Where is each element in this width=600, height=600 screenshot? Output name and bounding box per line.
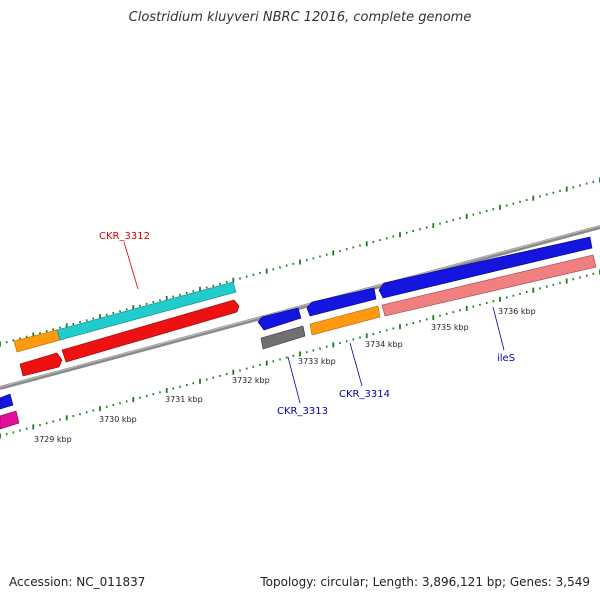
genome-backbone-highlight: [0, 225, 600, 388]
gene-feature-ckr-3313-blue[interactable]: [257, 307, 302, 331]
tick-label-3730: 3730 kbp: [99, 415, 137, 424]
gene-feature-blue-edge[interactable]: [0, 393, 14, 410]
gene-feature-ckr-3314[interactable]: [309, 305, 381, 336]
genome-backbone: [0, 225, 600, 390]
gene-label-ileS: ileS: [497, 353, 515, 364]
tick-label-3733: 3733 kbp: [298, 357, 336, 366]
leader-ileS: [492, 306, 505, 351]
gene-label-ckr-3314: CKR_3314: [339, 389, 390, 400]
genome-summary: Topology: circular; Length: 3,896,121 bp…: [260, 575, 590, 589]
inner-tick-ring: [0, 269, 600, 439]
tick-label-3731: 3731 kbp: [165, 395, 203, 404]
gene-feature-ckr-3312[interactable]: [56, 281, 237, 341]
gene-label-ckr-3313: CKR_3313: [277, 406, 328, 417]
outer-tick-ring: [0, 177, 600, 347]
tick-label-3729: 3729 kbp: [34, 435, 72, 444]
gene-feature-magenta-edge[interactable]: [0, 410, 20, 430]
gene-feature-blue-mid[interactable]: [306, 287, 377, 317]
tick-label-3735: 3735 kbp: [431, 323, 469, 332]
gene-feature-red-long[interactable]: [61, 299, 240, 363]
gene-label-ckr-3312: CKR_3312: [99, 231, 150, 242]
map-title: Clostridium kluyveri NBRC 12016, complet…: [128, 10, 472, 25]
leader-ckr-3312: [123, 241, 139, 290]
gene-feature-pink[interactable]: [381, 254, 597, 317]
gene-feature-ileS[interactable]: [378, 236, 593, 299]
leader-ckr-3314: [349, 342, 363, 387]
accession-label: Accession: NC_011837: [9, 575, 146, 589]
gene-feature-red-left[interactable]: [19, 352, 63, 377]
gene-feature-orange-left[interactable]: [13, 329, 61, 353]
tick-label-3734: 3734 kbp: [365, 340, 403, 349]
leader-ckr-3313: [287, 356, 301, 404]
gene-feature-ckr-3313[interactable]: [260, 325, 306, 350]
tick-label-3732: 3732 kbp: [232, 376, 270, 385]
tick-label-3736: 3736 kbp: [498, 307, 536, 316]
